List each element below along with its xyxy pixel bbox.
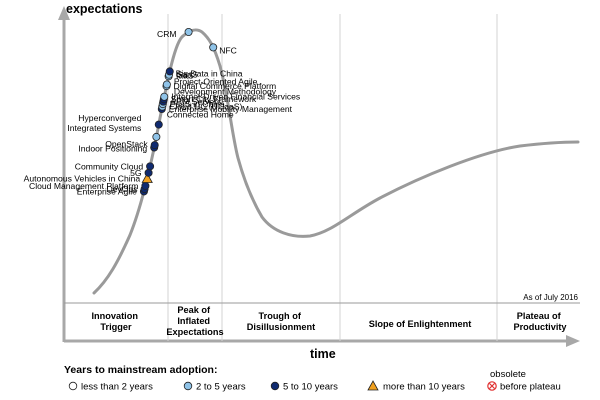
legend-label-2to5: 2 to 5 years [196,382,246,393]
technology-label: CRM [157,29,177,39]
technology-marker [209,43,218,52]
technology-point: Autonomous Vehicles in China [24,172,153,184]
technology-point: Project-Oriented Agile Development Method… [162,76,277,96]
technology-point: SaaS [165,67,198,79]
technology-marker [152,132,161,141]
technology-label: Enterprise Mobility Management [169,104,293,114]
legend-obsolete-label: obsolete [490,369,526,380]
technology-label: DevOps [107,184,138,194]
technology-marker [150,141,159,150]
technology-marker [160,92,169,101]
phase-trough: Trough of Disillusionment [247,311,315,332]
as-of-label: As of July 2016 [523,293,578,302]
technology-marker [144,168,153,177]
axes [58,6,580,347]
technology-label: Community Cloud [75,161,144,171]
technology-label: ARM Servers [170,97,221,107]
phase-innovation-trigger: Innovation Trigger [91,311,140,332]
technology-point: Connected Home [154,110,234,129]
legend-marker-gt10 [367,380,379,391]
technology-marker [141,181,150,190]
legend-marker-2to5 [183,381,193,391]
legend-title: Years to mainstream adoption: [64,364,217,376]
technology-point: CRM [157,27,193,39]
technology-label: PaaS in China [170,99,225,109]
technology-label: NFC [219,45,237,55]
x-axis-title: time [310,347,336,361]
technology-label: SaaS [177,69,198,79]
phase-slope: Slope of Enlightenment [369,319,472,329]
hype-curve [92,28,580,295]
technology-marker [146,162,155,171]
y-axis-title: expectations [66,2,142,16]
technology-label: Cloud Management Platform [29,181,138,191]
technology-marker [162,80,171,89]
technology-marker [141,172,153,183]
technology-label: Enterprise Agile [77,186,137,196]
technology-point: Internet-Driven Financial Services [160,92,300,102]
phase-labels: Innovation Trigger Peak of Inflated Expe… [91,305,567,337]
technology-label: Autonomous Vehicles in China [24,174,141,184]
technology-point: Hyperconverged Integrated Systems [67,113,161,141]
legend-label-obs: before plateau [500,382,561,393]
technology-marker [184,27,193,36]
technology-point: Community Cloud [75,161,155,171]
phase-dividers [167,14,498,341]
x-axis-arrow [566,335,580,347]
technology-label: Hyperconverged Integrated Systems [67,113,141,133]
phase-plateau: Plateau of Productivity [513,311,567,332]
technology-label: OpenStack [105,139,148,149]
legend-marker-obs [487,381,497,391]
technology-label: IaaS [176,71,194,81]
legend-label-gt10: more than 10 years [383,382,465,393]
phase-peak: Peak of Inflated Expectations [166,305,223,337]
technology-label: 5G [130,168,142,178]
technology-point: OpenStack [105,139,159,150]
technology-point: NFC [209,43,237,55]
technology-label: Indoor Positioning [78,144,147,154]
technology-label: Connected Home [167,110,234,120]
technology-label: Big Data in China [176,68,243,78]
technology-marker [165,67,174,76]
legend-label-5to10: 5 to 10 years [283,382,338,393]
y-axis-arrow [58,6,70,20]
legend: Years to mainstream adoption: obsolete l… [64,364,561,393]
technology-label: Digital Commerce Platform [173,81,276,91]
legend-marker-lt2 [68,381,78,391]
technology-label: Project-Oriented Agile Development Method… [174,76,277,96]
legend-marker-5to10 [270,381,280,391]
legend-label-lt2: less than 2 years [81,382,153,393]
technology-label: Smart City Framework [171,94,257,104]
technology-marker [154,120,163,129]
technology-label: Internet-Driven Financial Services [171,92,300,102]
technology-label: Cloud UC (UCaaS) [169,102,242,112]
